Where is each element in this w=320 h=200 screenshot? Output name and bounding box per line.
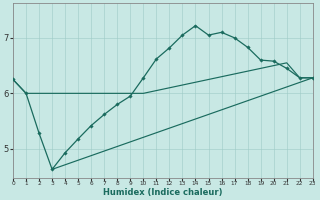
X-axis label: Humidex (Indice chaleur): Humidex (Indice chaleur) <box>103 188 223 197</box>
